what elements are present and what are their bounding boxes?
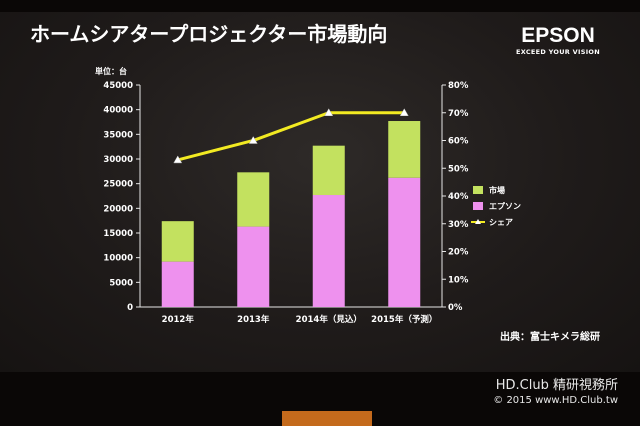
bar-market xyxy=(312,145,345,196)
left-tick-label: 15000 xyxy=(103,229,133,239)
right-tick-label: 70% xyxy=(448,109,469,119)
right-tick-label: 50% xyxy=(448,164,469,174)
bar-market xyxy=(161,221,194,262)
share-point xyxy=(248,135,258,144)
right-tick-label: 40% xyxy=(448,192,469,202)
bar-epson xyxy=(312,195,345,307)
legend-marker-share xyxy=(475,219,481,224)
legend-label: シェア xyxy=(489,218,513,227)
share-point xyxy=(324,108,334,116)
legend-label: 市場 xyxy=(489,185,505,195)
bar-epson xyxy=(388,177,421,307)
left-tick-label: 40000 xyxy=(103,106,133,116)
bar-market xyxy=(237,172,270,227)
right-tick-label: 80% xyxy=(448,81,469,91)
unit-label: 単位：台 xyxy=(95,66,127,76)
share-point xyxy=(173,155,183,164)
source-note: 出典：富士キメラ総研 xyxy=(500,332,600,343)
x-tick-label: 2014年（見込） xyxy=(296,314,362,325)
brand-tagline: EXCEED YOUR VISION xyxy=(516,48,600,56)
brand-logo: EPSON xyxy=(521,24,595,47)
legend-label: エプソン xyxy=(489,201,521,211)
stage-light xyxy=(282,411,372,426)
left-tick-label: 25000 xyxy=(103,180,133,190)
watermark: HD.Club 精研視務所 © 2015 www.HD.Club.tw xyxy=(493,378,618,407)
left-tick-label: 20000 xyxy=(103,204,133,214)
right-tick-label: 60% xyxy=(448,137,469,147)
share-point xyxy=(399,108,409,116)
x-tick-label: 2012年 xyxy=(162,314,195,325)
right-tick-label: 10% xyxy=(448,275,469,285)
right-tick-label: 0% xyxy=(448,303,463,313)
left-tick-label: 0 xyxy=(127,303,133,313)
left-tick-label: 10000 xyxy=(103,254,133,264)
page-title: ホームシアタープロジェクター市場動向 xyxy=(30,22,388,46)
bar-market xyxy=(388,121,421,178)
left-tick-label: 45000 xyxy=(103,81,133,91)
bar-epson xyxy=(161,261,194,307)
brand-block: EPSON EXCEED YOUR VISION xyxy=(516,24,600,57)
x-tick-label: 2013年 xyxy=(237,314,270,325)
left-tick-label: 35000 xyxy=(103,130,133,140)
share-line xyxy=(177,111,405,162)
watermark-line2: © 2015 www.HD.Club.tw xyxy=(493,395,618,406)
legend-swatch xyxy=(473,202,483,210)
bar-epson xyxy=(237,226,270,307)
left-tick-label: 5000 xyxy=(109,278,133,288)
right-tick-label: 20% xyxy=(448,248,469,258)
legend-swatch xyxy=(473,186,483,194)
left-tick-label: 30000 xyxy=(103,155,133,165)
right-tick-label: 30% xyxy=(448,220,469,230)
x-tick-label: 2015年（予測） xyxy=(371,314,437,325)
watermark-line1: HD.Club 精研視務所 xyxy=(495,378,618,393)
